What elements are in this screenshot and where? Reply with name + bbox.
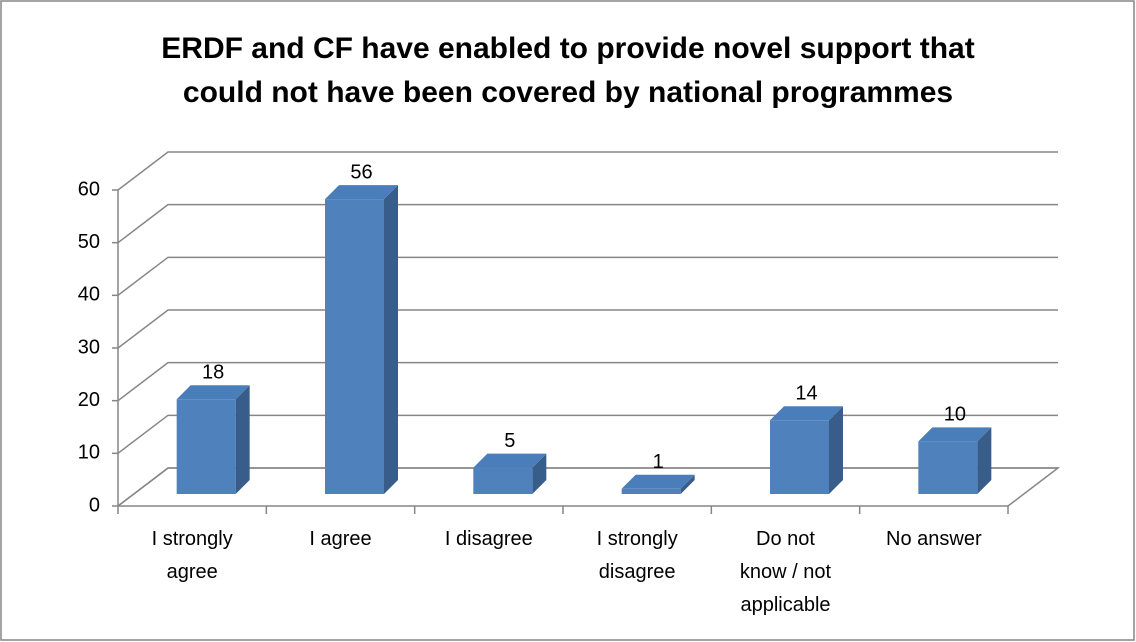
x-tick-label: I disagree bbox=[445, 528, 533, 550]
y-tick-label: 0 bbox=[89, 494, 100, 516]
bar bbox=[770, 406, 843, 494]
grid-line bbox=[117, 309, 1058, 349]
y-tick-label: 30 bbox=[78, 336, 100, 358]
bar-top bbox=[176, 385, 250, 400]
chart-title: ERDF and CF have enabled to provide nove… bbox=[161, 32, 974, 109]
data-label: 10 bbox=[944, 404, 966, 426]
bar-top bbox=[770, 406, 843, 421]
grid-line bbox=[117, 151, 1058, 191]
bar-side bbox=[235, 385, 250, 494]
grid-line bbox=[117, 361, 1058, 402]
bar-top bbox=[621, 474, 695, 489]
bar-side bbox=[977, 427, 992, 494]
bar-side bbox=[532, 453, 547, 494]
bar bbox=[473, 453, 547, 494]
grid-line bbox=[117, 256, 1058, 296]
bar-front bbox=[473, 467, 533, 494]
grid-line bbox=[117, 467, 1058, 507]
bar-top bbox=[325, 185, 398, 200]
x-tick-label: I strongly disagree bbox=[597, 528, 678, 583]
y-tick-label: 10 bbox=[78, 442, 100, 464]
bar-front bbox=[621, 488, 681, 494]
x-tick-label: No answer bbox=[886, 528, 982, 550]
bar bbox=[918, 427, 992, 494]
y-tick-label: 40 bbox=[78, 284, 100, 306]
x-tick-label: Do not know / not applicable bbox=[740, 528, 832, 616]
data-label: 56 bbox=[350, 161, 372, 183]
bar bbox=[176, 385, 250, 494]
x-tick-label: I strongly agree bbox=[152, 528, 233, 583]
data-label: 5 bbox=[504, 430, 515, 452]
bar-front bbox=[325, 199, 384, 495]
bar-front bbox=[918, 441, 978, 494]
bar-side bbox=[829, 406, 843, 494]
grid-line bbox=[117, 203, 1058, 244]
data-label: 1 bbox=[653, 451, 664, 473]
bar-side bbox=[680, 474, 695, 494]
y-tick-label: 60 bbox=[78, 178, 100, 200]
y-tick-label: 50 bbox=[78, 231, 100, 253]
bar bbox=[325, 185, 398, 495]
y-tick-label: 20 bbox=[78, 389, 100, 411]
grid-line bbox=[117, 414, 1058, 454]
bar-front bbox=[176, 399, 236, 494]
data-label: 18 bbox=[202, 361, 224, 383]
bar-top bbox=[918, 427, 992, 442]
bar-front bbox=[770, 420, 829, 494]
bar bbox=[621, 474, 695, 494]
x-tick-label: I agree bbox=[309, 528, 371, 550]
bar-top bbox=[473, 453, 547, 468]
data-label: 14 bbox=[795, 383, 817, 405]
bar-side bbox=[384, 185, 398, 495]
